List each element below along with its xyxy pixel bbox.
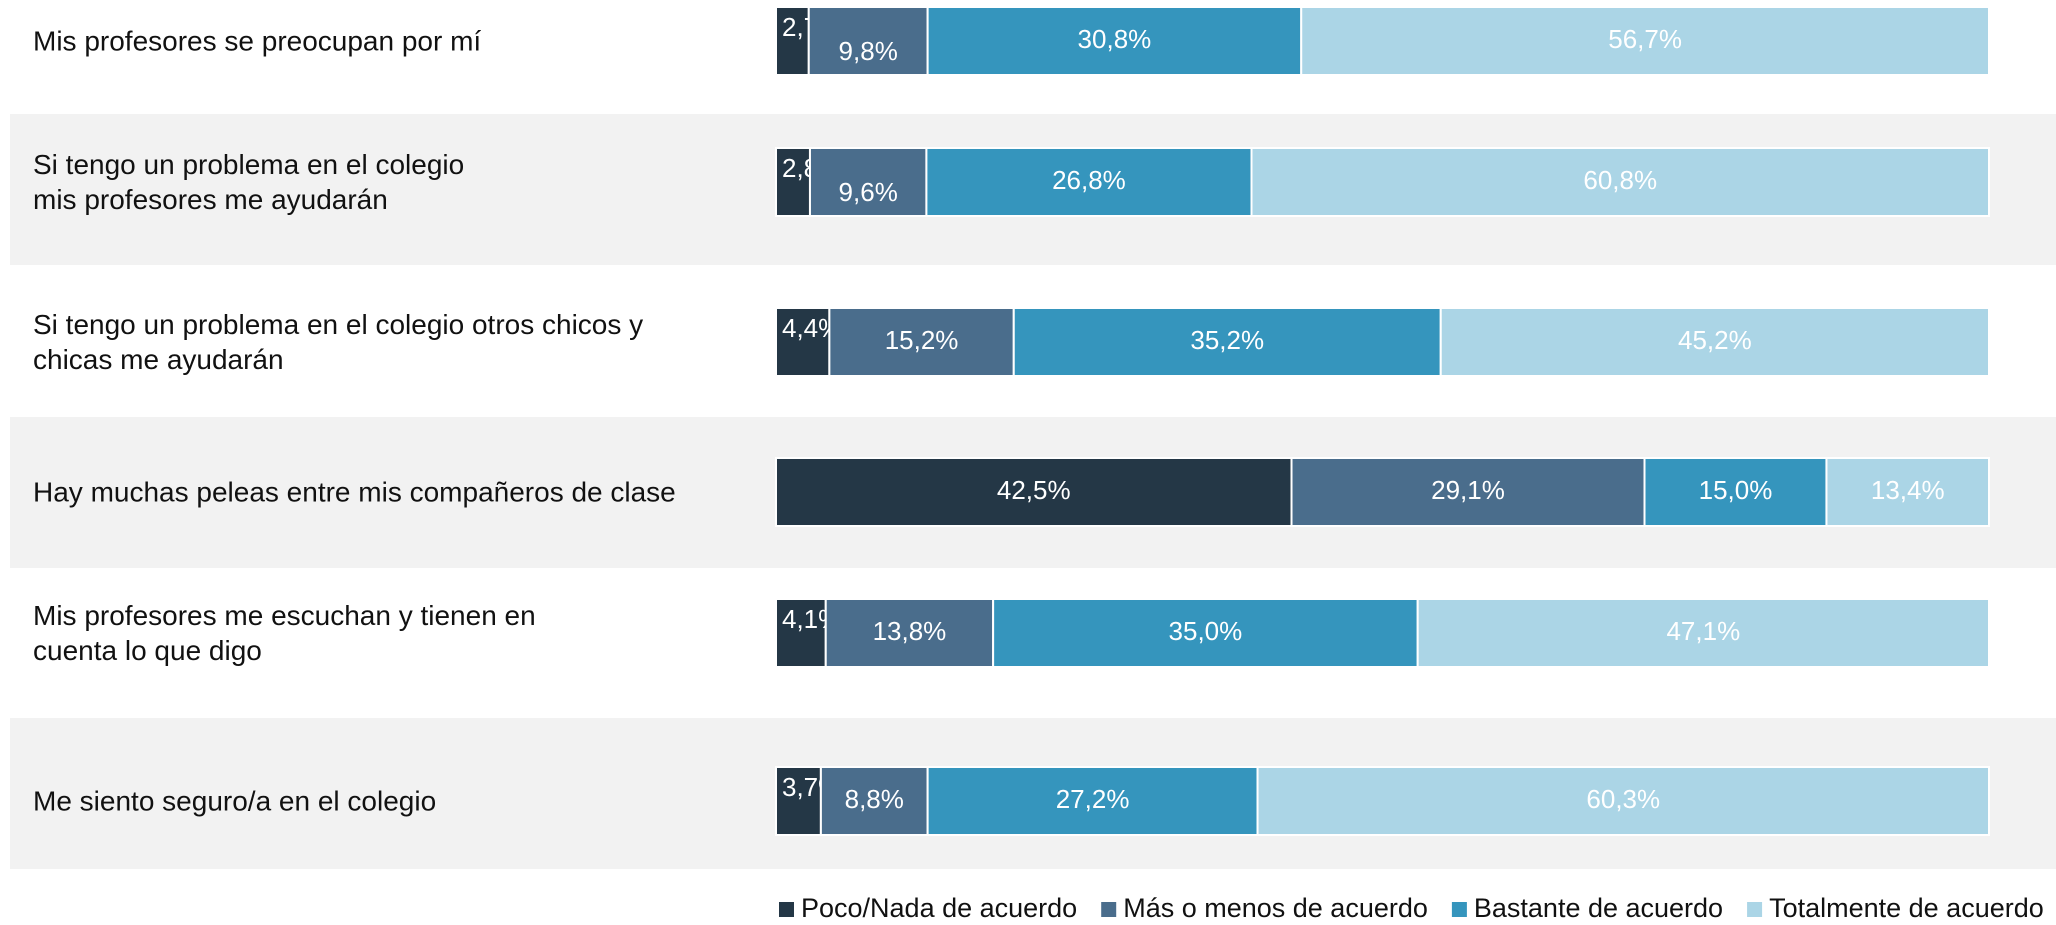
value-label: 13,8% <box>873 616 947 646</box>
bar-segment <box>828 307 1015 377</box>
bar-segment <box>926 766 1259 836</box>
bar-segment <box>1300 6 1990 76</box>
bar-segment <box>824 598 995 668</box>
value-label: 26,8% <box>1052 165 1126 195</box>
legend-label: Más o menos de acuerdo <box>1123 893 1428 923</box>
bar-segment <box>775 598 827 668</box>
bar-segment <box>1250 147 1990 217</box>
legend-swatch <box>779 902 794 917</box>
bar-segment <box>807 6 929 76</box>
bar-segment <box>775 147 811 217</box>
bar-segment <box>775 766 822 836</box>
legend-swatch <box>1747 902 1763 917</box>
legend-label: Poco/Nada de acuerdo <box>801 893 1077 923</box>
bar-segment <box>925 147 1253 217</box>
category-label: Mis profesores se preocupan por mí <box>33 25 482 57</box>
value-label: 42,5% <box>997 475 1071 505</box>
bar-segment <box>819 766 929 836</box>
value-label: 15,0% <box>1699 475 1773 505</box>
category-label: Si tengo un problema en el colegio otros… <box>33 309 644 375</box>
value-label: 60,3% <box>1586 784 1660 814</box>
bar-segment <box>1416 598 1990 668</box>
bar-segment <box>1290 457 1646 527</box>
bar-segment <box>992 598 1419 668</box>
value-label: 15,2% <box>885 325 959 355</box>
legend-swatch <box>1101 902 1117 917</box>
bar-segment <box>1256 766 1991 836</box>
value-label: 13,4% <box>1871 475 1945 505</box>
value-label: 27,2% <box>1056 784 1130 814</box>
category-label: Hay muchas peleas entre mis compañeros d… <box>33 476 676 508</box>
legend-label: Bastante de acuerdo <box>1474 893 1723 923</box>
value-label: 45,2% <box>1678 325 1752 355</box>
legend-label: Totalmente de acuerdo <box>1769 893 2044 923</box>
legend-swatch <box>1451 902 1467 917</box>
bar-segment <box>926 6 1303 76</box>
value-label: 8,8% <box>845 784 904 814</box>
value-label: 9,8% <box>839 36 898 66</box>
bar-segment <box>808 147 928 217</box>
category-label: Si tengo un problema en el colegio mis p… <box>33 149 465 215</box>
value-label: 30,8% <box>1078 24 1152 54</box>
bar-segment <box>1012 307 1442 377</box>
value-label: 35,2% <box>1190 325 1264 355</box>
category-label: Mis profesores me escuchan y tienen en c… <box>33 600 536 666</box>
bar-segment <box>1439 307 1990 377</box>
bar-segment <box>1643 457 1828 527</box>
value-label: 35,0% <box>1169 616 1243 646</box>
category-label: Me siento seguro/a en el colegio <box>33 785 437 817</box>
value-label: 56,7% <box>1608 24 1682 54</box>
value-label: 9,6% <box>839 177 898 207</box>
value-label: 60,8% <box>1583 165 1657 195</box>
bar-segment <box>1825 457 1991 527</box>
value-label: 29,1% <box>1431 475 1505 505</box>
value-label: 47,1% <box>1666 616 1740 646</box>
